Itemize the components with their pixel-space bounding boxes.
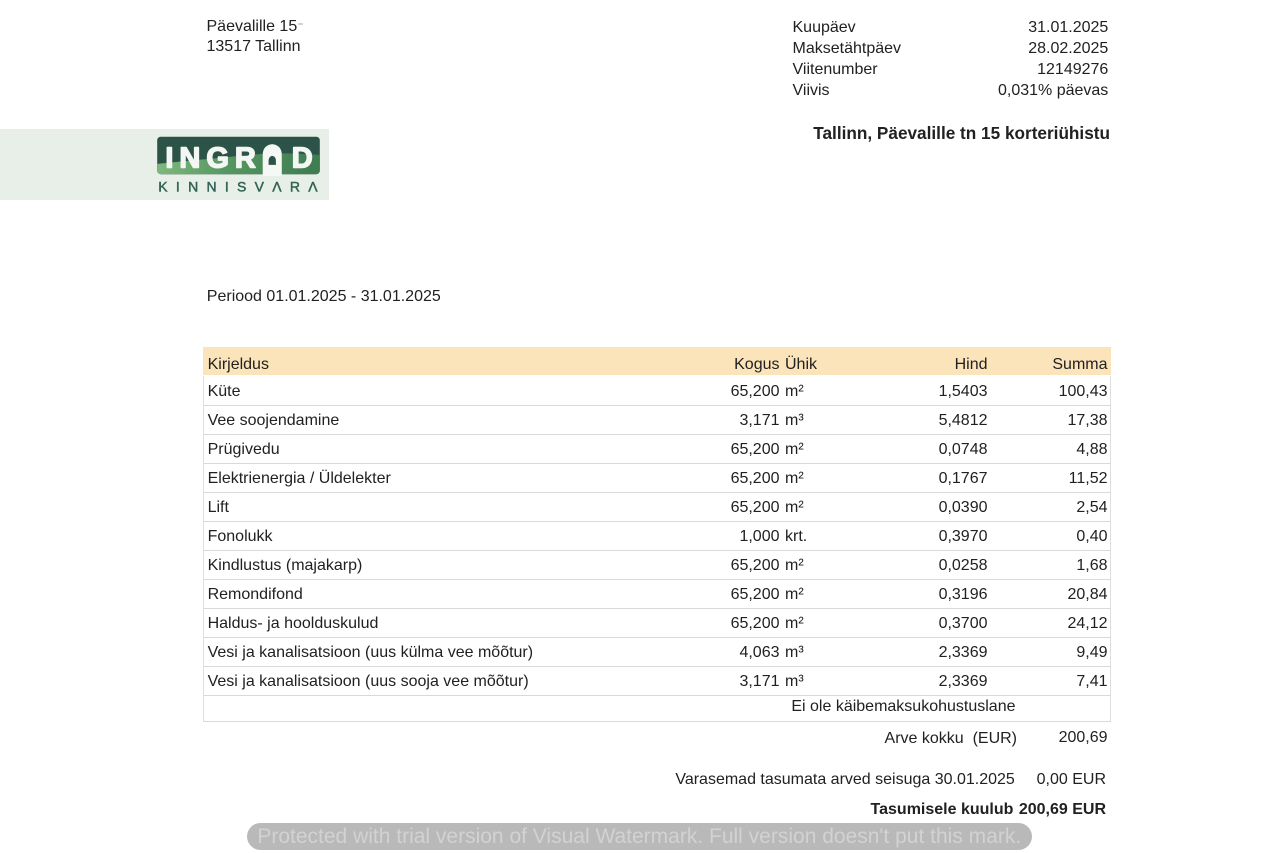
svg-text:KINNISVΛRΛ: KINNISVΛRΛ	[158, 179, 318, 195]
svg-text:D: D	[292, 143, 313, 175]
svg-text:INGR: INGR	[165, 143, 255, 175]
